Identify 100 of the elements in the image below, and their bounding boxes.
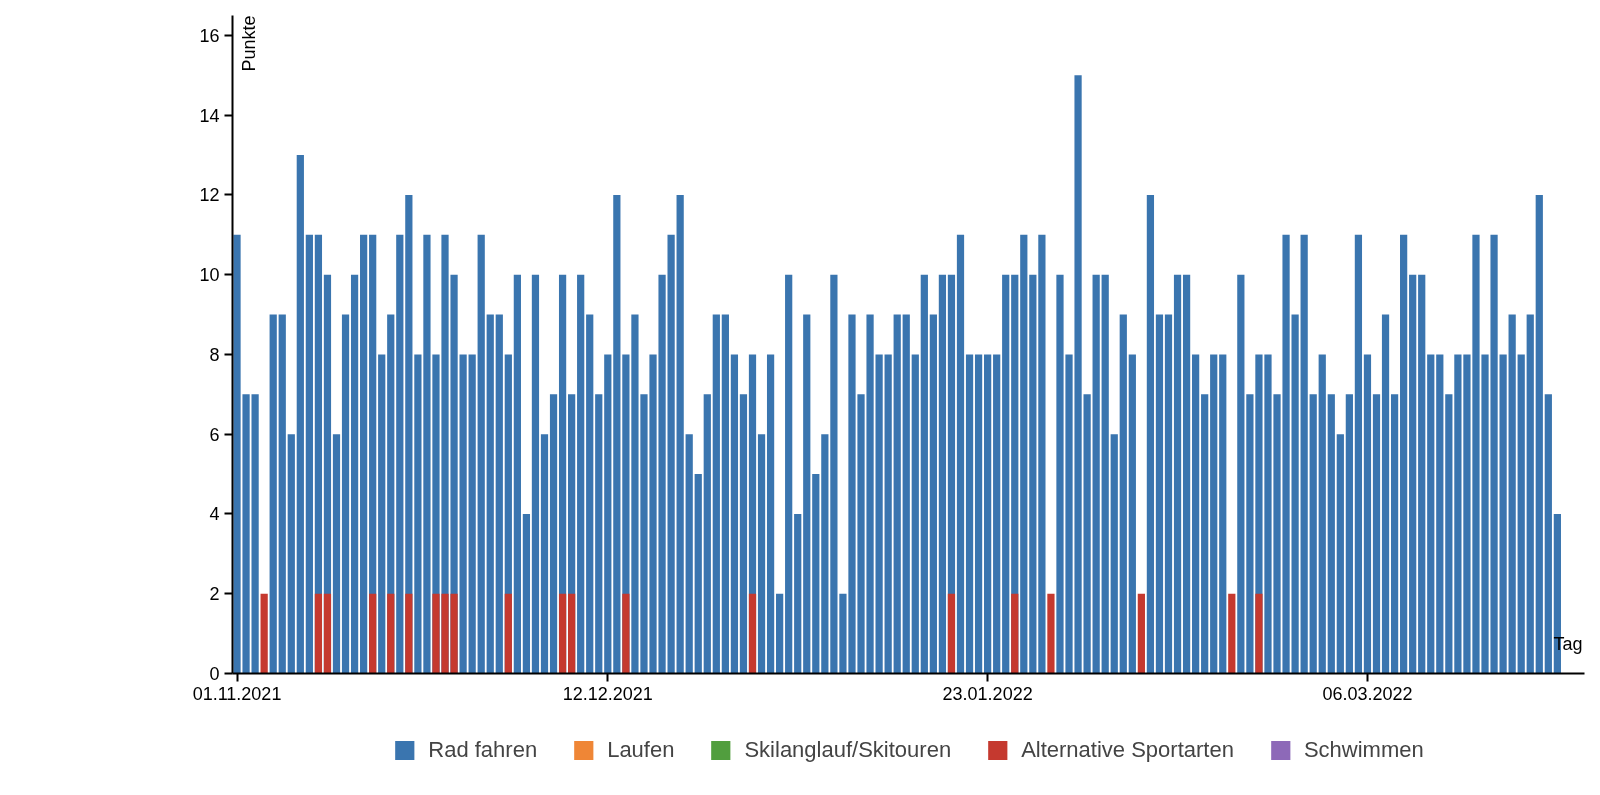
bar — [1201, 394, 1209, 674]
bar — [902, 314, 910, 674]
y-tick-label: 6 — [209, 424, 220, 445]
bar — [1436, 354, 1444, 674]
bar — [712, 314, 720, 674]
bar — [341, 314, 350, 674]
y-tick-label: 16 — [199, 25, 220, 46]
legend-label: Rad fahren — [428, 737, 538, 763]
bar — [1137, 593, 1145, 674]
bar — [1508, 314, 1516, 674]
bar — [694, 474, 702, 674]
bar — [1255, 593, 1263, 674]
bar — [956, 234, 965, 674]
x-tick-label: 01.11.2021 — [192, 683, 282, 704]
bar — [314, 593, 323, 674]
legend-label: Skilanglauf/Skitouren — [744, 737, 952, 763]
bar — [812, 474, 820, 674]
bar — [730, 354, 739, 674]
bar — [1544, 394, 1552, 674]
bar — [1092, 274, 1100, 674]
bar — [1047, 593, 1055, 674]
bar — [965, 354, 974, 674]
bar — [1182, 274, 1191, 674]
bar — [984, 354, 992, 674]
bar — [1309, 394, 1317, 674]
bar — [893, 314, 901, 674]
bar — [1363, 354, 1372, 674]
bar — [929, 314, 937, 674]
bar — [766, 354, 775, 674]
bar — [776, 593, 784, 674]
bar — [1210, 354, 1218, 674]
bar — [1237, 274, 1245, 674]
bar — [396, 234, 404, 674]
y-tick-label: 12 — [199, 185, 220, 206]
bar — [1517, 354, 1525, 674]
y-axis-title: Punkte — [238, 15, 259, 72]
bar — [350, 274, 359, 674]
bar — [604, 354, 612, 674]
bar — [558, 593, 567, 674]
y-tick-label: 14 — [199, 105, 220, 126]
bar — [757, 434, 766, 674]
bar — [748, 593, 757, 674]
bar — [1038, 234, 1046, 674]
bar — [287, 434, 295, 674]
bar — [993, 354, 1001, 674]
bar — [1110, 434, 1118, 674]
bar — [486, 314, 494, 674]
bar — [1445, 394, 1453, 674]
bar — [1011, 593, 1019, 674]
bar — [1146, 194, 1155, 674]
bar — [685, 434, 693, 674]
bar — [296, 155, 304, 674]
bar — [794, 513, 802, 674]
bar — [387, 593, 395, 674]
bar — [1219, 354, 1227, 674]
bar — [1354, 234, 1363, 674]
bar — [1119, 314, 1127, 674]
bar — [586, 314, 594, 674]
x-tick-label: 23.01.2022 — [942, 683, 1033, 704]
bar — [577, 274, 585, 674]
bar — [974, 354, 983, 674]
bar — [531, 274, 540, 674]
bar — [477, 234, 485, 674]
bar — [540, 434, 549, 674]
legend-label: Alternative Sportarten — [1021, 737, 1234, 763]
bar — [549, 394, 558, 674]
bar — [332, 434, 341, 674]
bar — [947, 593, 956, 674]
y-tick-label: 4 — [209, 504, 220, 525]
bar — [920, 274, 928, 674]
bar — [595, 394, 603, 674]
bar — [568, 593, 576, 674]
bar — [1128, 354, 1136, 674]
bar — [1101, 274, 1109, 674]
bar — [468, 354, 476, 674]
y-tick-label: 10 — [199, 265, 220, 286]
bar — [504, 593, 512, 674]
bar — [1409, 274, 1417, 674]
bar — [1020, 234, 1028, 674]
bar — [1427, 354, 1435, 674]
bar — [613, 194, 621, 674]
bar — [1418, 274, 1426, 674]
bar — [360, 234, 368, 674]
bar — [522, 513, 531, 674]
bar — [1345, 394, 1353, 674]
bar — [676, 194, 684, 674]
bar — [739, 394, 748, 674]
x-tick-label: 12.12.2021 — [562, 683, 653, 704]
legend-label: Laufen — [607, 737, 675, 763]
bar — [1164, 314, 1173, 674]
y-tick-label: 0 — [209, 664, 220, 684]
bar — [884, 354, 892, 674]
bar — [1318, 354, 1326, 674]
bar — [1192, 354, 1200, 674]
bar — [1173, 274, 1182, 674]
bar — [622, 593, 630, 674]
bar — [721, 314, 729, 674]
bar — [703, 394, 711, 674]
bar — [911, 354, 919, 674]
bar — [405, 593, 413, 674]
